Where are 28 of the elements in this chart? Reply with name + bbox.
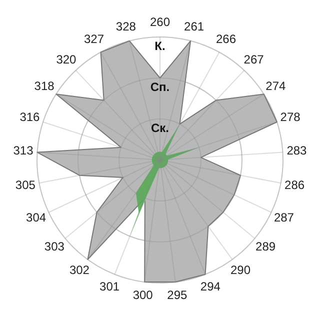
spoke-label: 301	[100, 280, 120, 294]
spoke-label: 303	[44, 240, 65, 254]
spoke-label: 286	[284, 178, 305, 192]
spoke-label: 290	[230, 263, 251, 278]
spoke-label: 327	[84, 32, 104, 46]
y-tick-label: К.	[154, 39, 166, 53]
y-tick-label: Ск.	[150, 121, 170, 135]
spoke-label: 318	[34, 78, 55, 93]
spoke-label: 304	[26, 210, 46, 225]
spoke-label: 278	[280, 110, 301, 124]
spoke-label: 287	[274, 210, 294, 225]
spoke-label: 313	[13, 144, 34, 158]
spoke-label: 328	[116, 19, 136, 34]
spoke-label: 261	[184, 19, 204, 34]
spoke-label: 320	[56, 52, 77, 66]
spoke-label: 294	[200, 280, 221, 294]
spoke-label: 305	[15, 178, 36, 192]
spoke-label: 316	[20, 110, 40, 124]
spoke-label: 289	[256, 240, 276, 254]
spoke-label: 266	[216, 32, 236, 46]
spoke-label: 274	[266, 78, 286, 93]
spoke-label: 267	[244, 52, 264, 66]
spoke-label: 260	[150, 15, 170, 30]
spoke-label: 300	[132, 288, 154, 302]
spoke-label: 283	[286, 144, 308, 158]
spoke-label: 302	[69, 263, 90, 278]
spoke-label: 295	[167, 288, 188, 302]
y-tick-label: Сп.	[150, 80, 170, 94]
